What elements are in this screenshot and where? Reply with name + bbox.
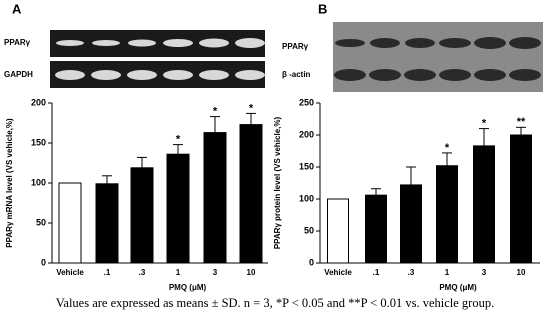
bar <box>327 198 349 264</box>
y-tick-label: 200 <box>31 97 46 107</box>
bar <box>473 145 495 264</box>
bar <box>58 182 82 264</box>
x-tick-label: .1 <box>104 268 111 277</box>
y-axis-label: PPARγ protein level (VS vehicle,%) <box>273 116 282 249</box>
y-tick-label: 50 <box>36 217 46 227</box>
y-tick-label: 100 <box>31 177 46 187</box>
blot-label: PPARγ <box>282 42 309 51</box>
bar <box>95 183 119 264</box>
x-tick-label: 1 <box>445 268 450 277</box>
x-tick-label: 3 <box>482 268 487 277</box>
y-tick-label: 200 <box>299 129 314 139</box>
x-tick-label: .3 <box>139 268 146 277</box>
significance: ** <box>517 116 526 128</box>
x-tick-label: .3 <box>408 268 415 277</box>
bar <box>436 165 458 264</box>
x-tick-label: 10 <box>517 268 526 277</box>
x-tick-label: 3 <box>213 268 218 277</box>
y-axis-label: PPARγ mRNA level (VS vehicle,%) <box>5 118 14 248</box>
bar <box>365 194 387 264</box>
y-tick-label: 100 <box>299 193 314 203</box>
y-tick-label: 50 <box>304 225 314 235</box>
y-tick-label: 250 <box>299 97 314 107</box>
significance: * <box>482 118 487 130</box>
significance: * <box>445 142 450 154</box>
x-tick-label: Vehicle <box>324 268 352 277</box>
y-tick-label: 150 <box>299 161 314 171</box>
x-tick-label: 10 <box>247 268 256 277</box>
blot-b <box>333 22 543 92</box>
y-tick-label: 0 <box>41 257 46 267</box>
panel-label: B <box>318 1 327 16</box>
caption: Values are expressed as means ± SD. n = … <box>55 296 495 310</box>
bar <box>239 124 263 264</box>
bar <box>400 184 422 264</box>
panel-label: A <box>12 1 22 16</box>
blot-label: GAPDH <box>4 70 33 79</box>
x-axis-label: PMQ (μM) <box>169 283 207 292</box>
bar <box>166 153 190 264</box>
y-tick-label: 0 <box>309 257 314 267</box>
bar <box>510 134 532 264</box>
x-tick-label: Vehicle <box>56 268 84 277</box>
bar <box>130 167 154 264</box>
significance: * <box>176 134 181 146</box>
x-tick-label: 1 <box>176 268 181 277</box>
y-tick-label: 150 <box>31 137 46 147</box>
blot-label: PPARγ <box>4 38 31 47</box>
bar <box>203 132 227 264</box>
blot-a <box>50 30 265 88</box>
x-axis-label: PMQ (μM) <box>439 283 477 292</box>
significance: * <box>249 102 254 114</box>
significance: * <box>213 106 218 118</box>
x-tick-label: .1 <box>373 268 380 277</box>
blot-label: β -actin <box>282 70 311 79</box>
